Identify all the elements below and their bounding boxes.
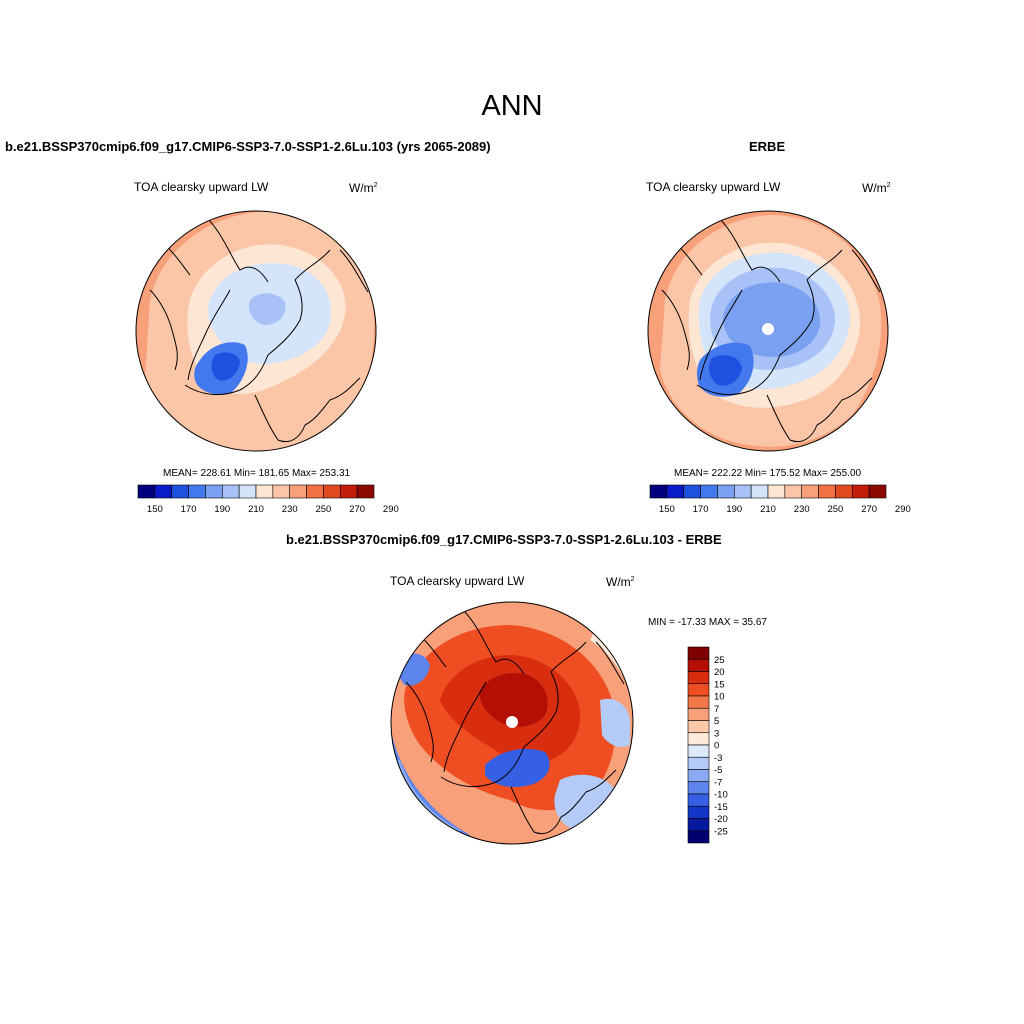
panel-1-variable: TOA clearsky upward LW [134, 180, 269, 194]
panel-3-units: W/m2 [606, 575, 635, 589]
colorbar-difference-swatch [687, 695, 710, 709]
panel-3-title: b.e21.BSSP370cmip6.f09_g17.CMIP6-SSP3-7.… [286, 532, 722, 547]
colorbar-model-tick-label: 290 [383, 504, 399, 515]
colorbar-difference-swatch [687, 818, 710, 832]
colorbar-erbe-tick-label: 190 [726, 504, 742, 515]
colorbar-model-swatch [289, 484, 307, 499]
colorbar-difference-swatch [687, 732, 710, 746]
colorbar-difference-tick-label: -5 [714, 765, 722, 776]
colorbar-erbe-swatch [868, 484, 887, 499]
colorbar-difference-tick-label: -15 [714, 802, 728, 813]
colorbar-erbe-tick-label: 230 [794, 504, 810, 515]
colorbar-difference-swatch [687, 781, 710, 795]
colorbar-erbe-swatch [835, 484, 853, 499]
colorbar-model-tick-label: 170 [181, 504, 197, 515]
colorbar-difference-swatch [687, 683, 710, 697]
colorbar-erbe-swatch [683, 484, 701, 499]
panel-1-stats: MEAN= 228.61 Min= 181.65 Max= 253.31 [163, 468, 351, 479]
colorbar-model-swatch [171, 484, 189, 499]
map-model-border [135, 210, 377, 452]
colorbar-erbe-swatch [717, 484, 735, 499]
colorbar-erbe-swatch [700, 484, 718, 499]
panel-2-title: ERBE [749, 139, 786, 154]
colorbar-model: 150 170 190 210 230 250 270 290 [137, 484, 399, 515]
colorbar-difference-swatch [687, 769, 710, 783]
colorbar-difference-swatch [687, 805, 710, 819]
colorbar-erbe-tick-label: 250 [827, 504, 843, 515]
colorbar-difference-tick-label: 25 [714, 655, 725, 666]
colorbar-difference-tick-label: 5 [714, 716, 719, 727]
colorbar-difference-tick-label: 3 [714, 728, 719, 739]
panel-2-stats: MEAN= 222.22 Min= 175.52 Max= 255.00 [674, 468, 862, 479]
colorbar-difference-tick-label: 7 [714, 704, 719, 715]
colorbar-model-swatch [221, 484, 240, 499]
colorbar-erbe-tick-label: 270 [861, 504, 877, 515]
colorbar-difference-tick-label: 15 [714, 679, 725, 690]
colorbar-model-tick-label: 270 [349, 504, 365, 515]
colorbar-difference-tick-label: -7 [714, 777, 722, 788]
colorbar-model-swatch [238, 484, 257, 499]
panel-2-variable: TOA clearsky upward LW [646, 180, 781, 194]
panel-1-title: b.e21.BSSP370cmip6.f09_g17.CMIP6-SSP3-7.… [5, 139, 491, 154]
colorbar-difference-swatch [687, 646, 710, 660]
colorbar-difference-tick-label: -3 [714, 753, 722, 764]
colorbar-erbe-tick-label: 210 [760, 504, 776, 515]
colorbar-difference-swatch [687, 756, 710, 770]
colorbar-model-swatch [188, 484, 206, 499]
map-erbe [648, 211, 888, 451]
colorbar-erbe-swatch [818, 484, 836, 499]
colorbar-erbe-swatch [767, 484, 786, 499]
colorbar-model-swatch [323, 484, 341, 499]
colorbar-model-tick-label: 230 [282, 504, 298, 515]
panel-1-units: W/m2 [349, 181, 378, 195]
colorbar-difference-swatch [687, 744, 710, 758]
colorbar-model-swatch [339, 484, 358, 499]
colorbar-erbe-swatch [784, 484, 803, 499]
colorbar-model-swatch [154, 484, 173, 499]
map-model [136, 211, 376, 451]
colorbar-difference-swatch [687, 793, 710, 807]
colorbar-model-tick-label: 210 [248, 504, 264, 515]
colorbar-erbe: 150 170 190 210 230 250 270 290 [649, 484, 911, 515]
colorbar-erbe-tick-label: 150 [659, 504, 675, 515]
colorbar-difference-swatch [687, 707, 710, 721]
colorbar-model-swatch [205, 484, 223, 499]
colorbar-model-tick-label: 150 [147, 504, 163, 515]
map-difference-border [390, 601, 634, 845]
colorbar-difference-tick-label: 0 [714, 741, 719, 752]
figure-title: ANN [481, 90, 543, 122]
colorbar-erbe-swatch [801, 484, 819, 499]
panel-3-stats: MIN = -17.33 MAX = 35.67 [648, 617, 767, 628]
colorbar-erbe-swatch [666, 484, 685, 499]
colorbar-difference-tick-label: 20 [714, 667, 725, 678]
colorbar-difference-swatch [687, 658, 710, 672]
colorbar-model-swatch [137, 484, 156, 499]
colorbar-model-tick-label: 190 [214, 504, 230, 515]
colorbar-difference-swatch [687, 671, 710, 685]
colorbar-model-swatch [272, 484, 291, 499]
colorbar-model-swatch [255, 484, 274, 499]
colorbar-erbe-swatch [649, 484, 668, 499]
colorbar-difference-swatch [687, 720, 710, 734]
colorbar-erbe-swatch [750, 484, 769, 499]
colorbar-difference-tick-label: -20 [714, 814, 728, 825]
colorbar-difference-tick-label: -10 [714, 790, 728, 801]
colorbar-erbe-tick-label: 170 [693, 504, 709, 515]
map-erbe-border [647, 210, 889, 452]
panel-2-units: W/m2 [862, 181, 891, 195]
colorbar-difference-tick-label: 10 [714, 692, 725, 703]
colorbar-erbe-tick-label: 290 [895, 504, 911, 515]
colorbar-model-swatch [306, 484, 324, 499]
colorbar-erbe-swatch [851, 484, 870, 499]
colorbar-model-swatch [356, 484, 375, 499]
map-difference [391, 602, 633, 844]
panel-3-variable: TOA clearsky upward LW [390, 574, 525, 588]
colorbar-difference-tick-label: -25 [714, 826, 728, 837]
colorbar-model-tick-label: 250 [315, 504, 331, 515]
colorbar-erbe-swatch [733, 484, 752, 499]
colorbar-difference-swatch [687, 830, 710, 844]
